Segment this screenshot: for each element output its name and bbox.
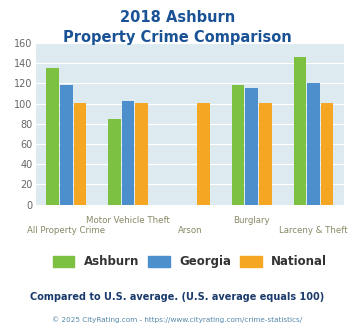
Text: © 2025 CityRating.com - https://www.cityrating.com/crime-statistics/: © 2025 CityRating.com - https://www.city… xyxy=(53,317,302,323)
Bar xyxy=(307,83,320,205)
Bar xyxy=(259,103,272,205)
Text: Property Crime Comparison: Property Crime Comparison xyxy=(63,30,292,45)
Bar xyxy=(135,103,148,205)
Text: Arson: Arson xyxy=(178,226,202,235)
Legend: Ashburn, Georgia, National: Ashburn, Georgia, National xyxy=(48,250,332,273)
Text: 2018 Ashburn: 2018 Ashburn xyxy=(120,10,235,25)
Bar xyxy=(245,88,258,205)
Text: Larceny & Theft: Larceny & Theft xyxy=(279,226,348,235)
Bar xyxy=(47,68,59,205)
Bar xyxy=(108,119,121,205)
Bar xyxy=(321,103,333,205)
Text: All Property Crime: All Property Crime xyxy=(27,226,105,235)
Text: Motor Vehicle Theft: Motor Vehicle Theft xyxy=(86,216,170,225)
Bar xyxy=(232,85,245,205)
Bar xyxy=(122,101,135,205)
Text: Compared to U.S. average. (U.S. average equals 100): Compared to U.S. average. (U.S. average … xyxy=(31,292,324,302)
Bar xyxy=(294,57,306,205)
Bar xyxy=(197,103,210,205)
Bar xyxy=(60,85,73,205)
Bar xyxy=(73,103,86,205)
Text: Burglary: Burglary xyxy=(233,216,270,225)
